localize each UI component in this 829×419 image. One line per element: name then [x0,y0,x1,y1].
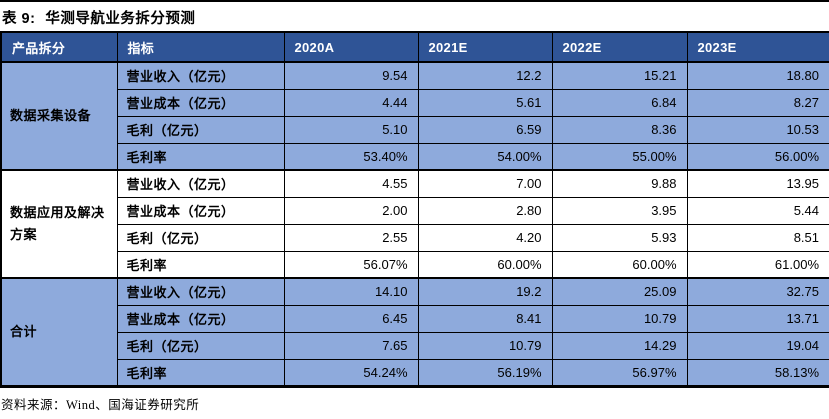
header-row: 产品拆分 指标 2020A 2021E 2022E 2023E [0,31,829,63]
metric-label: 毛利率 [116,250,285,279]
column-header-4: 2022E [551,31,688,63]
value-cell: 7.65 [283,331,419,360]
metric-label: 毛利（亿元） [116,115,285,144]
value-cell: 55.00% [551,142,688,171]
metric-label: 毛利（亿元） [116,223,285,252]
group-label-1: 数据应用及解决方案 [0,169,118,279]
value-cell: 3.95 [551,196,688,225]
value-cell: 56.00% [686,142,829,171]
value-cell: 60.00% [417,250,553,279]
metric-label: 营业成本（亿元） [116,304,285,333]
value-cell: 8.41 [417,304,553,333]
value-cell: 58.13% [686,358,829,387]
value-cell: 5.61 [417,88,553,117]
value-cell: 13.95 [686,169,829,198]
value-cell: 18.80 [686,61,829,90]
value-cell: 56.07% [283,250,419,279]
column-header-3: 2021E [417,31,553,63]
metric-label: 营业收入（亿元） [116,277,285,306]
value-cell: 14.29 [551,331,688,360]
value-cell: 9.88 [551,169,688,198]
group-label-0: 数据采集设备 [0,61,118,171]
table-number-label: 表 9: [2,11,36,27]
value-cell: 4.44 [283,88,419,117]
value-cell: 61.00% [686,250,829,279]
value-cell: 8.36 [551,115,688,144]
value-cell: 19.04 [686,331,829,360]
value-cell: 2.80 [417,196,553,225]
metric-label: 毛利率 [116,142,285,171]
source-note: 资料来源：Wind、国海证券研究所 [1,397,200,412]
table-row: 毛利（亿元） 2.55 4.20 5.93 8.51 [1,223,829,252]
group-label-2: 合计 [0,277,118,387]
value-cell: 10.79 [551,304,688,333]
table-row: 营业成本（亿元） 6.45 8.41 10.79 13.71 [1,304,829,333]
value-cell: 8.27 [686,88,829,117]
metric-label: 毛利（亿元） [116,331,285,360]
value-cell: 5.44 [686,196,829,225]
column-header-1: 指标 [116,31,285,63]
table-row: 数据采集设备 营业收入（亿元） 9.54 12.2 15.21 18.80 [0,61,829,171]
table-row: 毛利（亿元） 7.65 10.79 14.29 19.04 [1,331,829,360]
value-cell: 10.79 [417,331,553,360]
table-row: 数据应用及解决方案 营业收入（亿元） 4.55 7.00 9.88 13.95 [0,169,829,279]
value-cell: 60.00% [551,250,688,279]
value-cell: 10.53 [686,115,829,144]
value-cell: 56.19% [417,358,553,387]
forecast-table-body: 数据采集设备 营业收入（亿元） 9.54 12.2 15.21 18.80 营业成本（亿元）… [0,61,829,387]
value-cell: 6.45 [283,304,419,333]
metric-label: 营业成本（亿元） [116,88,285,117]
value-cell: 2.00 [283,196,419,225]
table-row: 毛利（亿元） 5.10 6.59 8.36 10.53 [1,115,829,144]
value-cell: 56.97% [551,358,688,387]
value-cell: 6.59 [417,115,553,144]
value-cell: 54.24% [283,358,419,387]
value-cell: 54.00% [417,142,553,171]
value-cell: 4.55 [283,169,419,198]
table-row: 毛利率 54.24% 56.19% 56.97% 58.13% [1,358,829,387]
value-cell: 25.09 [551,277,688,306]
column-header-2: 2020A [283,31,419,63]
value-cell: 8.51 [686,223,829,252]
table-title-text: 华测导航业务拆分预测 [45,11,196,27]
value-cell: 32.75 [686,277,829,306]
forecast-table: 产品拆分 指标 2020A 2021E 2022E 2023E 数据采集设备 营业收入（亿元… [0,31,829,388]
table-title: 表 9: 华测导航业务拆分预测 [0,2,829,31]
value-cell: 12.2 [417,61,553,90]
table-row: 毛利率 56.07% 60.00% 60.00% 61.00% [1,250,829,279]
metric-label: 营业收入（亿元） [116,61,285,90]
metric-label: 营业成本（亿元） [116,196,285,225]
value-cell: 4.20 [417,223,553,252]
value-cell: 14.10 [283,277,419,306]
value-cell: 9.54 [283,61,419,90]
metric-label: 营业收入（亿元） [116,169,285,198]
column-header-5: 2023E [686,31,829,63]
value-cell: 13.71 [686,304,829,333]
table-row: 毛利率 53.40% 54.00% 55.00% 56.00% [1,142,829,171]
value-cell: 6.84 [551,88,688,117]
value-cell: 15.21 [551,61,688,90]
value-cell: 2.55 [283,223,419,252]
value-cell: 53.40% [283,142,419,171]
value-cell: 19.2 [417,277,553,306]
value-cell: 5.10 [283,115,419,144]
metric-label: 毛利率 [116,358,285,387]
table-row: 营业成本（亿元） 2.00 2.80 3.95 5.44 [1,196,829,225]
value-cell: 7.00 [417,169,553,198]
table-row: 合计 营业收入（亿元） 14.10 19.2 25.09 32.75 [0,277,829,387]
column-header-0: 产品拆分 [0,31,118,63]
table-row: 营业成本（亿元） 4.44 5.61 6.84 8.27 [1,88,829,117]
value-cell: 5.93 [551,223,688,252]
